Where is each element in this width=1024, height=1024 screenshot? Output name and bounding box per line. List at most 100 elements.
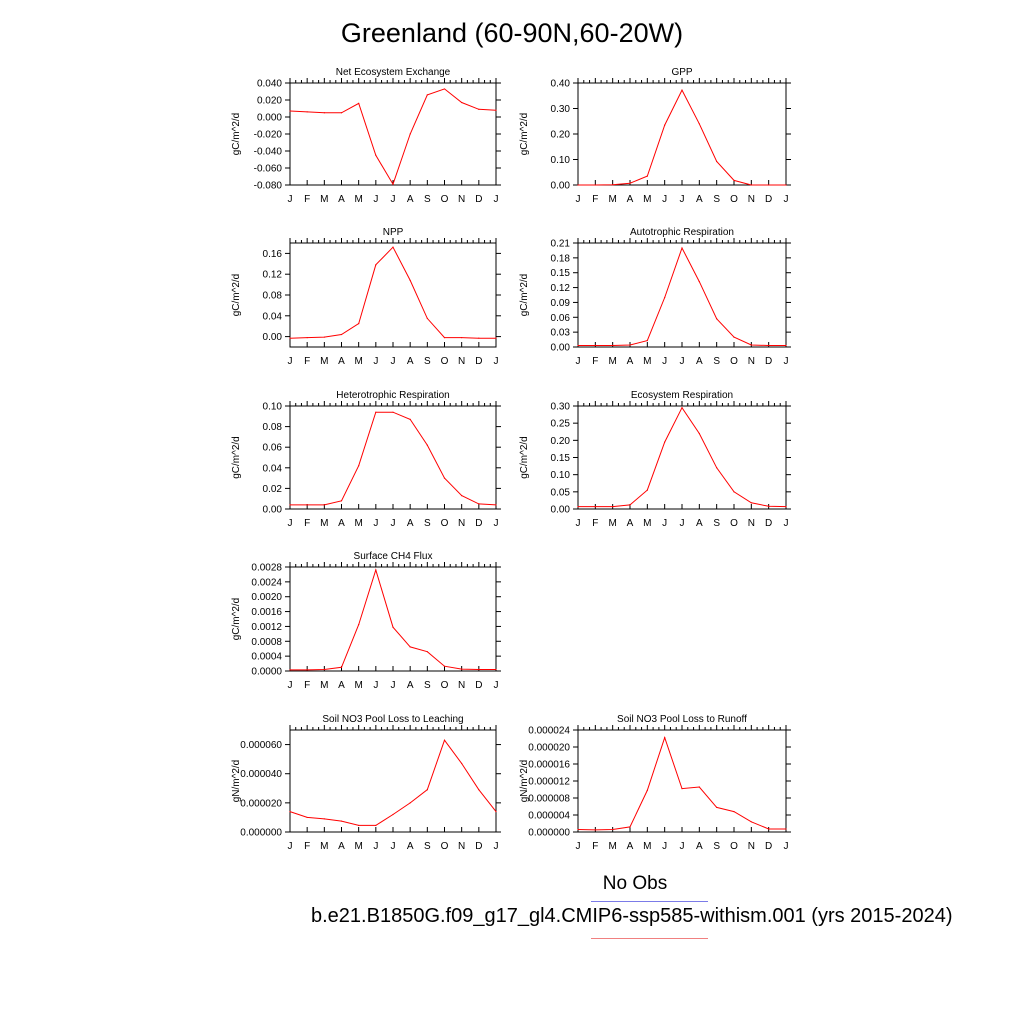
data-point (409, 646, 411, 648)
data-point (340, 500, 343, 502)
y-tick-label: 0.0000 (251, 667, 282, 678)
y-tick-label: 0.09 (551, 298, 571, 309)
x-tick-label: N (748, 841, 755, 852)
x-tick-label: J (391, 680, 396, 691)
x-tick-label: J (662, 194, 667, 205)
x-tick-label: F (304, 841, 310, 852)
data-point (306, 504, 308, 506)
x-tick-label: M (608, 518, 616, 529)
x-tick-label: S (713, 518, 720, 529)
y-tick-label: 0.12 (263, 270, 283, 281)
data-point (323, 818, 325, 820)
data-point (409, 279, 411, 282)
y-axis-label: gC/m^2/d (231, 436, 242, 479)
plot-frame (289, 729, 497, 833)
data-point (392, 246, 394, 248)
x-tick-label: A (338, 841, 345, 852)
x-tick-label: J (494, 841, 499, 852)
x-tick-label: M (354, 680, 362, 691)
data-point (392, 183, 394, 185)
data-point (646, 489, 648, 491)
data-point (478, 668, 480, 671)
plot-frame (289, 405, 497, 510)
y-tick-label: 0.21 (551, 239, 571, 250)
y-tick-label: 0.04 (263, 311, 283, 322)
data-point (443, 739, 446, 741)
data-point (698, 786, 700, 788)
legend-run-label: b.e21.B1850G.f09_g17_gl4.CMIP6-ssp585-wi… (311, 905, 953, 927)
data-point (664, 296, 666, 299)
data-point (716, 160, 718, 163)
x-tick-label: A (407, 841, 414, 852)
y-tick-label: 0.12 (551, 283, 571, 294)
data-point (577, 505, 579, 508)
data-point (577, 184, 579, 186)
data-point (478, 503, 480, 505)
x-tick-label: A (696, 841, 703, 852)
x-tick-label: J (662, 518, 667, 529)
x-tick-label: M (608, 841, 616, 852)
x-tick-label: J (373, 518, 378, 529)
x-tick-label: D (475, 518, 482, 529)
x-tick-label: O (730, 518, 738, 529)
x-tick-label: N (458, 841, 465, 852)
x-tick-label: M (354, 356, 362, 367)
x-tick-label: O (730, 356, 738, 367)
data-point (461, 495, 463, 497)
data-point (340, 666, 343, 668)
x-tick-label: D (765, 518, 772, 529)
y-tick-label: 0.000008 (528, 794, 570, 805)
y-tick-label: 0.16 (263, 249, 283, 260)
data-point (750, 184, 752, 186)
x-tick-label: J (784, 518, 789, 529)
y-axis-label: gC/m^2/d (519, 274, 530, 317)
x-tick-label: O (441, 356, 449, 367)
y-tick-label: 0.00 (551, 505, 571, 516)
data-point (681, 788, 683, 790)
y-axis-label: gN/m^2/d (519, 760, 530, 803)
data-point (577, 344, 579, 347)
x-tick-label: J (288, 356, 293, 367)
data-point (750, 821, 752, 823)
data-point (629, 182, 631, 184)
chart-title: Heterotrophic Respiration (336, 390, 449, 401)
data-point (443, 665, 446, 667)
x-tick-label: O (441, 194, 449, 205)
x-tick-label: O (441, 518, 449, 529)
plot-frame (577, 729, 787, 833)
y-tick-label: 0.000000 (528, 828, 570, 839)
x-tick-label: D (765, 841, 772, 852)
data-point (409, 802, 411, 804)
data-point (478, 108, 480, 110)
data-point (289, 669, 291, 671)
y-tick-label: -0.060 (254, 164, 283, 175)
data-point (375, 411, 377, 413)
data-point (461, 668, 463, 670)
y-tick-label: -0.080 (254, 181, 283, 192)
data-point (495, 668, 497, 671)
data-point (289, 504, 291, 506)
data-point (495, 337, 497, 339)
data-point (785, 184, 787, 186)
x-tick-label: D (475, 841, 482, 852)
data-point (594, 184, 596, 186)
y-tick-label: 0.06 (263, 443, 283, 454)
x-tick-label: J (576, 356, 581, 367)
y-tick-label: 0.10 (551, 155, 571, 166)
data-point (750, 344, 752, 346)
x-tick-label: J (680, 356, 685, 367)
series-line (289, 246, 496, 339)
y-tick-label: 0.0004 (251, 652, 282, 663)
x-tick-label: M (608, 194, 616, 205)
data-point (681, 407, 683, 409)
series-line (289, 739, 497, 826)
data-point (629, 826, 631, 828)
data-point (461, 101, 463, 104)
y-tick-label: 0.30 (551, 402, 571, 413)
x-tick-label: M (643, 356, 651, 367)
data-point (289, 110, 291, 112)
y-tick-label: 0.00 (263, 505, 283, 516)
y-tick-label: 0.15 (551, 268, 571, 279)
